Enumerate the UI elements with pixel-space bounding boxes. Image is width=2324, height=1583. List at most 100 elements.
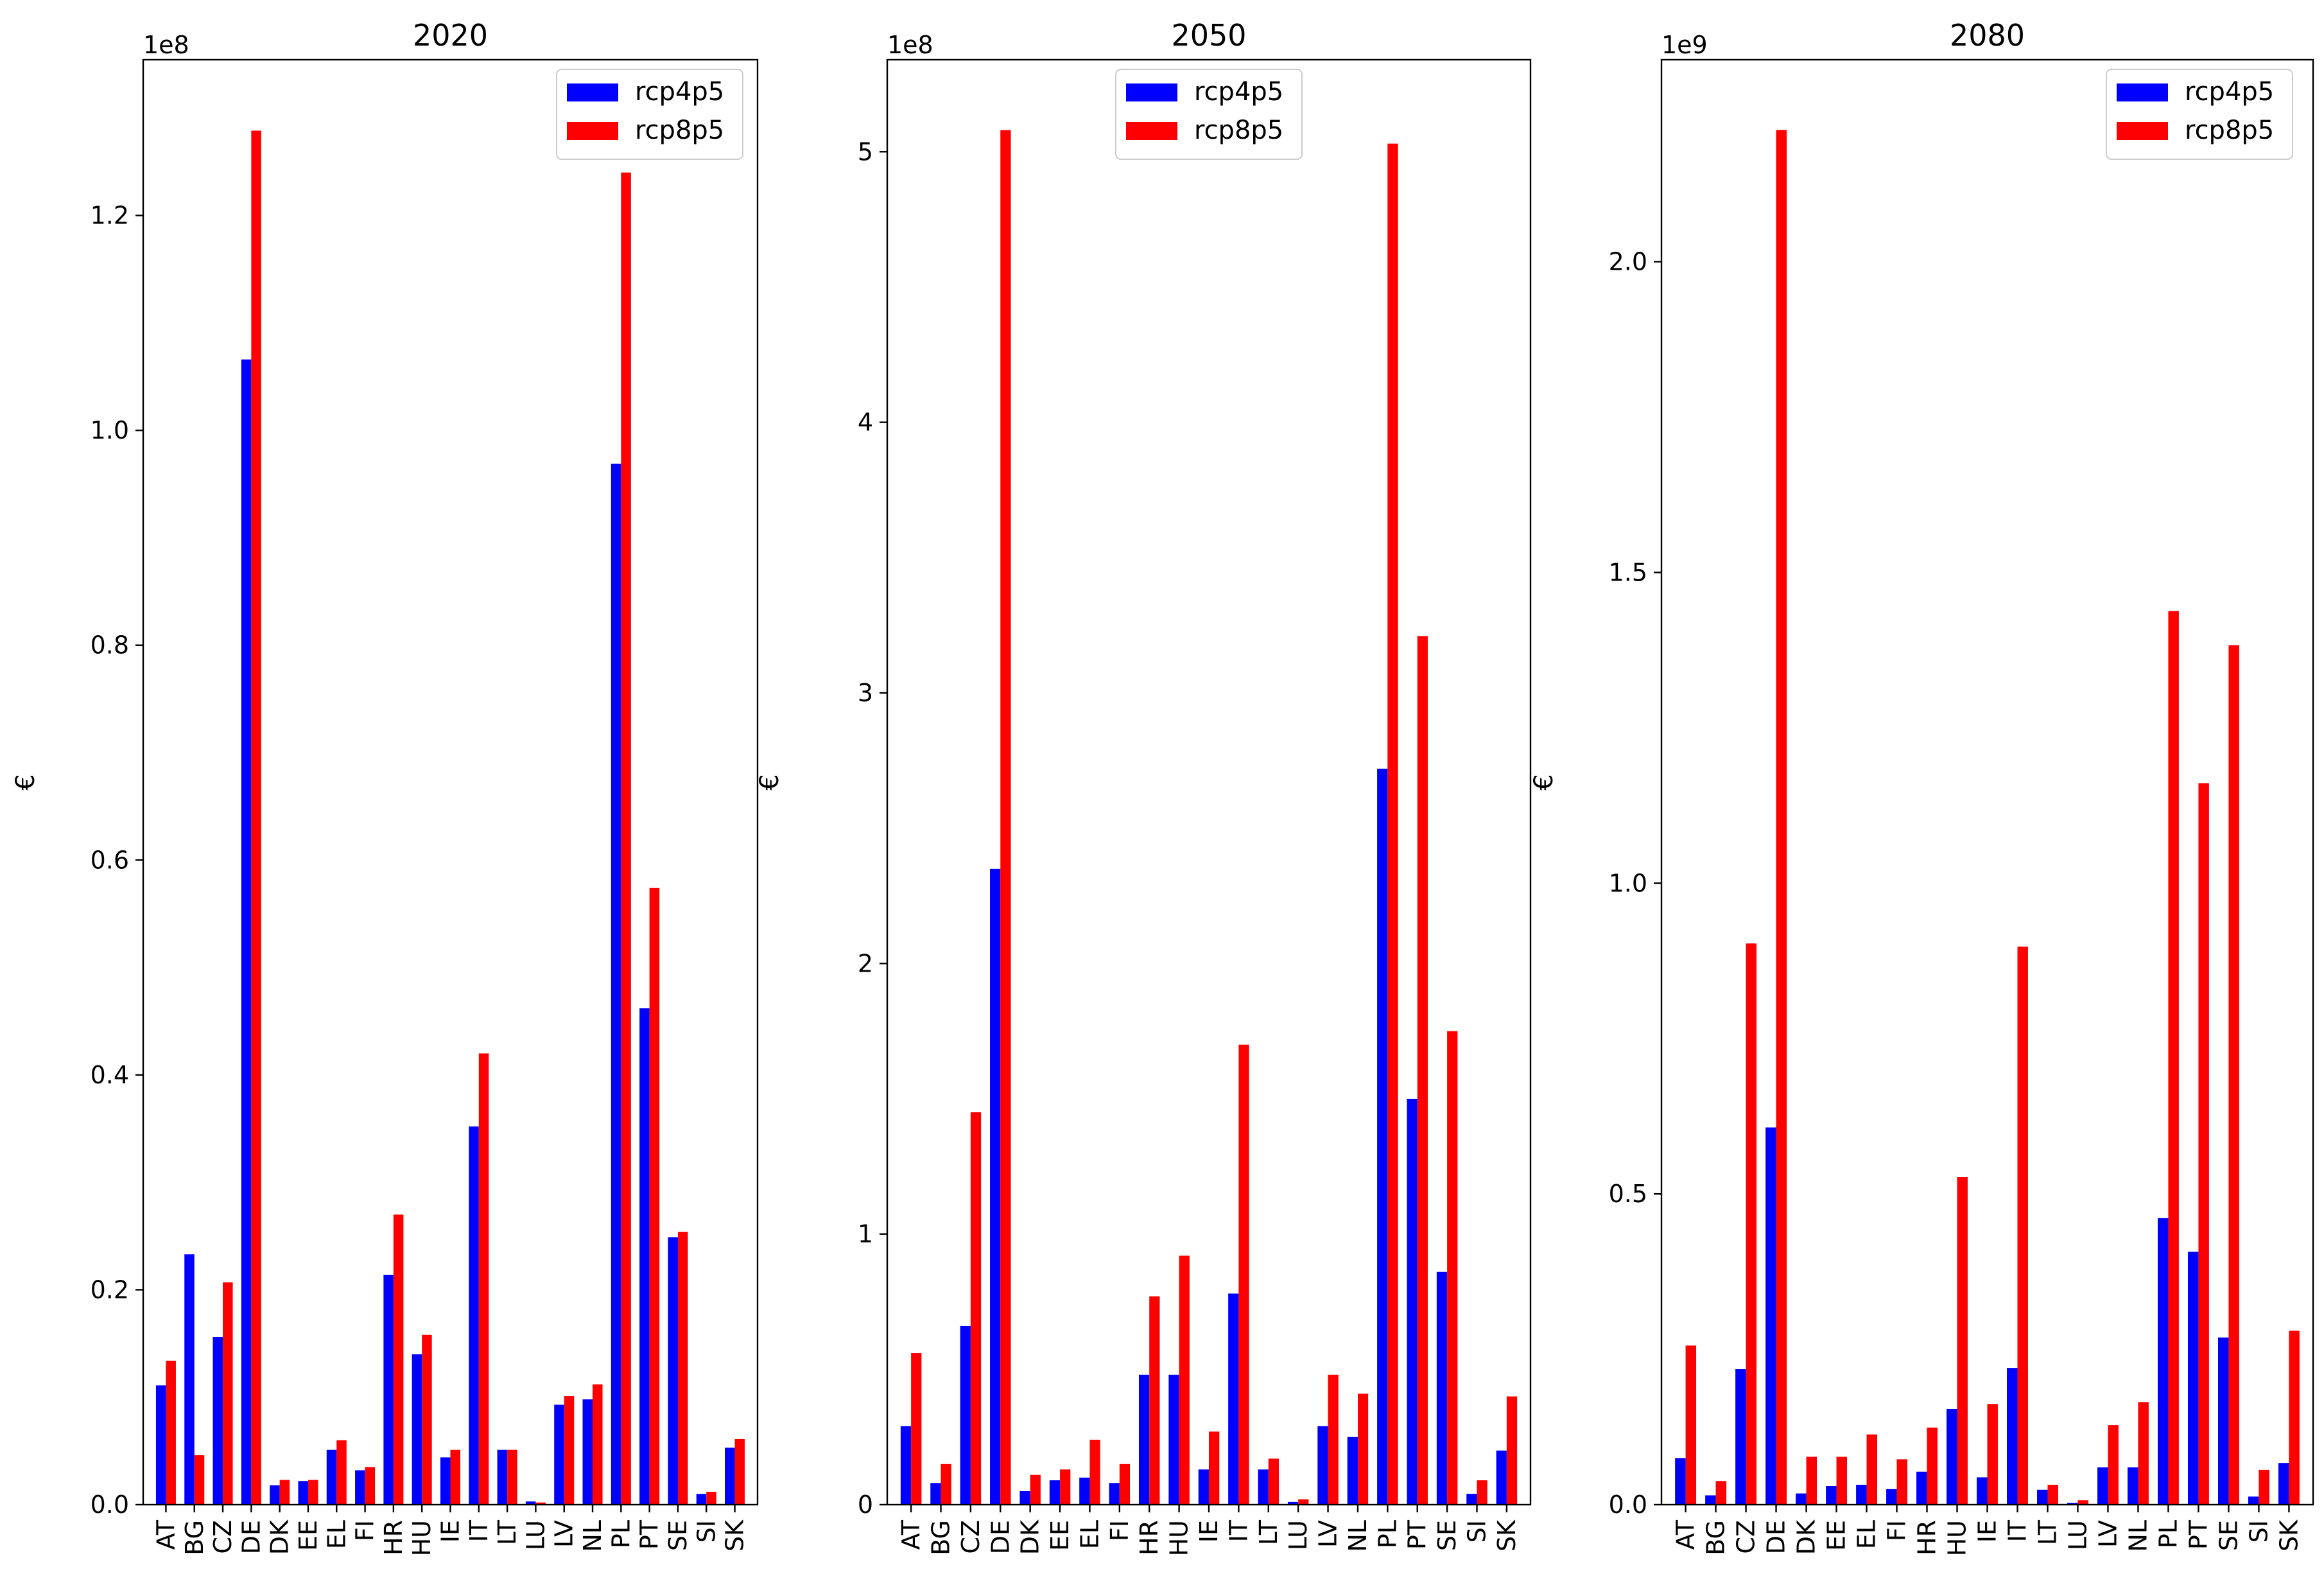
bar-rcp4p5-EL (1856, 1485, 1867, 1505)
bar-rcp8p5-FI (1119, 1464, 1131, 1505)
x-tick-label-LV: LV (1314, 1520, 1342, 1548)
x-tick-label-SI: SI (2244, 1520, 2273, 1543)
bar-rcp8p5-HR (393, 1214, 404, 1505)
x-tick-label-EL: EL (322, 1520, 351, 1549)
bar-rcp4p5-LT (1258, 1469, 1269, 1505)
x-tick-label-HU: HU (1165, 1520, 1193, 1556)
y-axis-label: € (11, 774, 40, 790)
bar-rcp8p5-CZ (1746, 943, 1757, 1505)
axes-frame (1660, 58, 2314, 1506)
bar-rcp4p5-PL (611, 463, 621, 1505)
x-tick-label-HR: HR (1913, 1520, 1941, 1555)
bar-rcp8p5-AT (911, 1353, 922, 1505)
x-tick-label-HU: HU (1943, 1520, 1972, 1556)
y-axis-label: € (755, 774, 785, 790)
legend-label-rcp4p5: rcp4p5 (635, 77, 724, 107)
x-tick-label-DK: DK (1792, 1519, 1821, 1555)
x-tick-label-IE: IE (437, 1520, 465, 1543)
bar-rcp4p5-BG (930, 1483, 941, 1505)
bar-rcp4p5-HU (412, 1354, 422, 1505)
bar-rcp8p5-FI (1896, 1459, 1907, 1505)
chart-panel-2050: 2050 1e8 €0 1 2 3 4 5 AT BG CZ DE DK EE EL FI HR HU IE IT LT… (755, 18, 1532, 1556)
legend: rcp4p5 rcp8p5 (2106, 69, 2293, 160)
x-tick-label-LT: LT (1254, 1519, 1283, 1545)
bar-rcp8p5-EE (1060, 1469, 1071, 1505)
x-tick-label-PL: PL (2154, 1520, 2182, 1548)
bar-rcp4p5-SI (696, 1494, 707, 1505)
bar-rcp8p5-IE (450, 1449, 461, 1505)
x-tick-label-SI: SI (692, 1520, 720, 1543)
bar-rcp4p5-SI (1466, 1494, 1477, 1505)
bar-rcp4p5-DE (990, 868, 1001, 1505)
bar-rcp8p5-IT (1238, 1044, 1249, 1505)
legend-label-rcp8p5: rcp8p5 (2185, 116, 2274, 145)
x-tick-label-PT: PT (1403, 1519, 1432, 1550)
bar-rcp4p5-SE (1436, 1272, 1448, 1505)
bar-rcp8p5-HR (1927, 1428, 1938, 1505)
bar-rcp4p5-DK (270, 1485, 280, 1505)
bar-rcp4p5-LV (2097, 1467, 2108, 1505)
bar-rcp8p5-IT (2017, 946, 2028, 1505)
bar-rcp4p5-NL (1347, 1437, 1358, 1505)
bar-rcp8p5-NL (2138, 1402, 2149, 1505)
bar-rcp4p5-LU (1287, 1501, 1299, 1505)
x-tick-label-PT: PT (2184, 1519, 2212, 1550)
x-tick-label-BG: BG (180, 1520, 209, 1555)
bar-rcp8p5-LV (1328, 1374, 1339, 1505)
bar-rcp8p5-IE (1209, 1431, 1220, 1505)
x-tick-label-HU: HU (408, 1520, 436, 1556)
x-tick-label-PL: PL (1373, 1520, 1401, 1548)
bar-rcp4p5-CZ (212, 1337, 223, 1505)
bar-rcp8p5-AT (1685, 1345, 1697, 1505)
bar-rcp4p5-SI (2248, 1496, 2259, 1505)
bar-rcp4p5-IE (1977, 1477, 1988, 1505)
x-tick-label-SI: SI (1463, 1520, 1491, 1543)
y-tick-label: 0.0 (1609, 1491, 1647, 1519)
bar-rcp8p5-EL (1866, 1434, 1877, 1505)
bar-rcp4p5-IE (1198, 1469, 1209, 1505)
y-axis-label: € (1529, 774, 1559, 790)
x-tick-label-EE: EE (1046, 1520, 1074, 1551)
bar-rcp4p5-PL (1377, 768, 1388, 1505)
bar-rcp4p5-LV (554, 1404, 564, 1505)
bar-rcp8p5-CZ (970, 1112, 982, 1505)
bar-rcp8p5-SI (706, 1491, 716, 1505)
bar-rcp8p5-SE (1447, 1031, 1458, 1505)
bar-rcp8p5-IE (1987, 1404, 1998, 1505)
bar-rcp4p5-AT (155, 1385, 166, 1505)
chart-title: 2050 (1171, 18, 1246, 53)
bar-rcp4p5-BG (184, 1254, 195, 1505)
bar-rcp8p5-LU (535, 1502, 546, 1505)
legend-label-rcp4p5: rcp4p5 (1194, 77, 1283, 107)
bar-rcp8p5-FI (365, 1467, 376, 1505)
x-tick-label-AT: AT (897, 1519, 925, 1550)
legend-swatch-rcp8p5 (2117, 122, 2168, 140)
bar-rcp4p5-IE (440, 1457, 451, 1505)
chart-title: 2020 (413, 18, 488, 53)
y-tick-label: 0 (858, 1491, 873, 1519)
x-tick-label-BG: BG (1702, 1520, 1730, 1555)
bar-rcp4p5-FI (1886, 1489, 1897, 1505)
x-tick-label-SK: SK (721, 1519, 749, 1552)
x-tick-label-DE: DE (986, 1520, 1014, 1554)
bar-rcp8p5-PL (1387, 143, 1398, 1505)
bar-rcp8p5-DK (1030, 1474, 1041, 1505)
axes-frame (142, 58, 759, 1506)
bar-rcp4p5-EL (326, 1449, 337, 1505)
scale-label: 1e8 (887, 31, 933, 59)
x-tick-label-SK: SK (2275, 1519, 2303, 1552)
y-tick-label: 0.4 (91, 1061, 129, 1089)
x-tick-label-AT: AT (1672, 1519, 1700, 1550)
bar-rcp8p5-HU (1957, 1177, 1968, 1505)
bar-rcp4p5-PT (639, 1008, 650, 1505)
bar-rcp4p5-FI (355, 1470, 365, 1505)
bar-rcp4p5-HU (1947, 1408, 1957, 1505)
bar-rcp8p5-SK (1506, 1396, 1518, 1505)
bar-rcp4p5-HR (383, 1275, 394, 1505)
y-tick-label: 2.0 (1609, 248, 1647, 276)
x-tick-label-AT: AT (152, 1519, 180, 1550)
legend-label-rcp8p5: rcp8p5 (1194, 116, 1283, 145)
